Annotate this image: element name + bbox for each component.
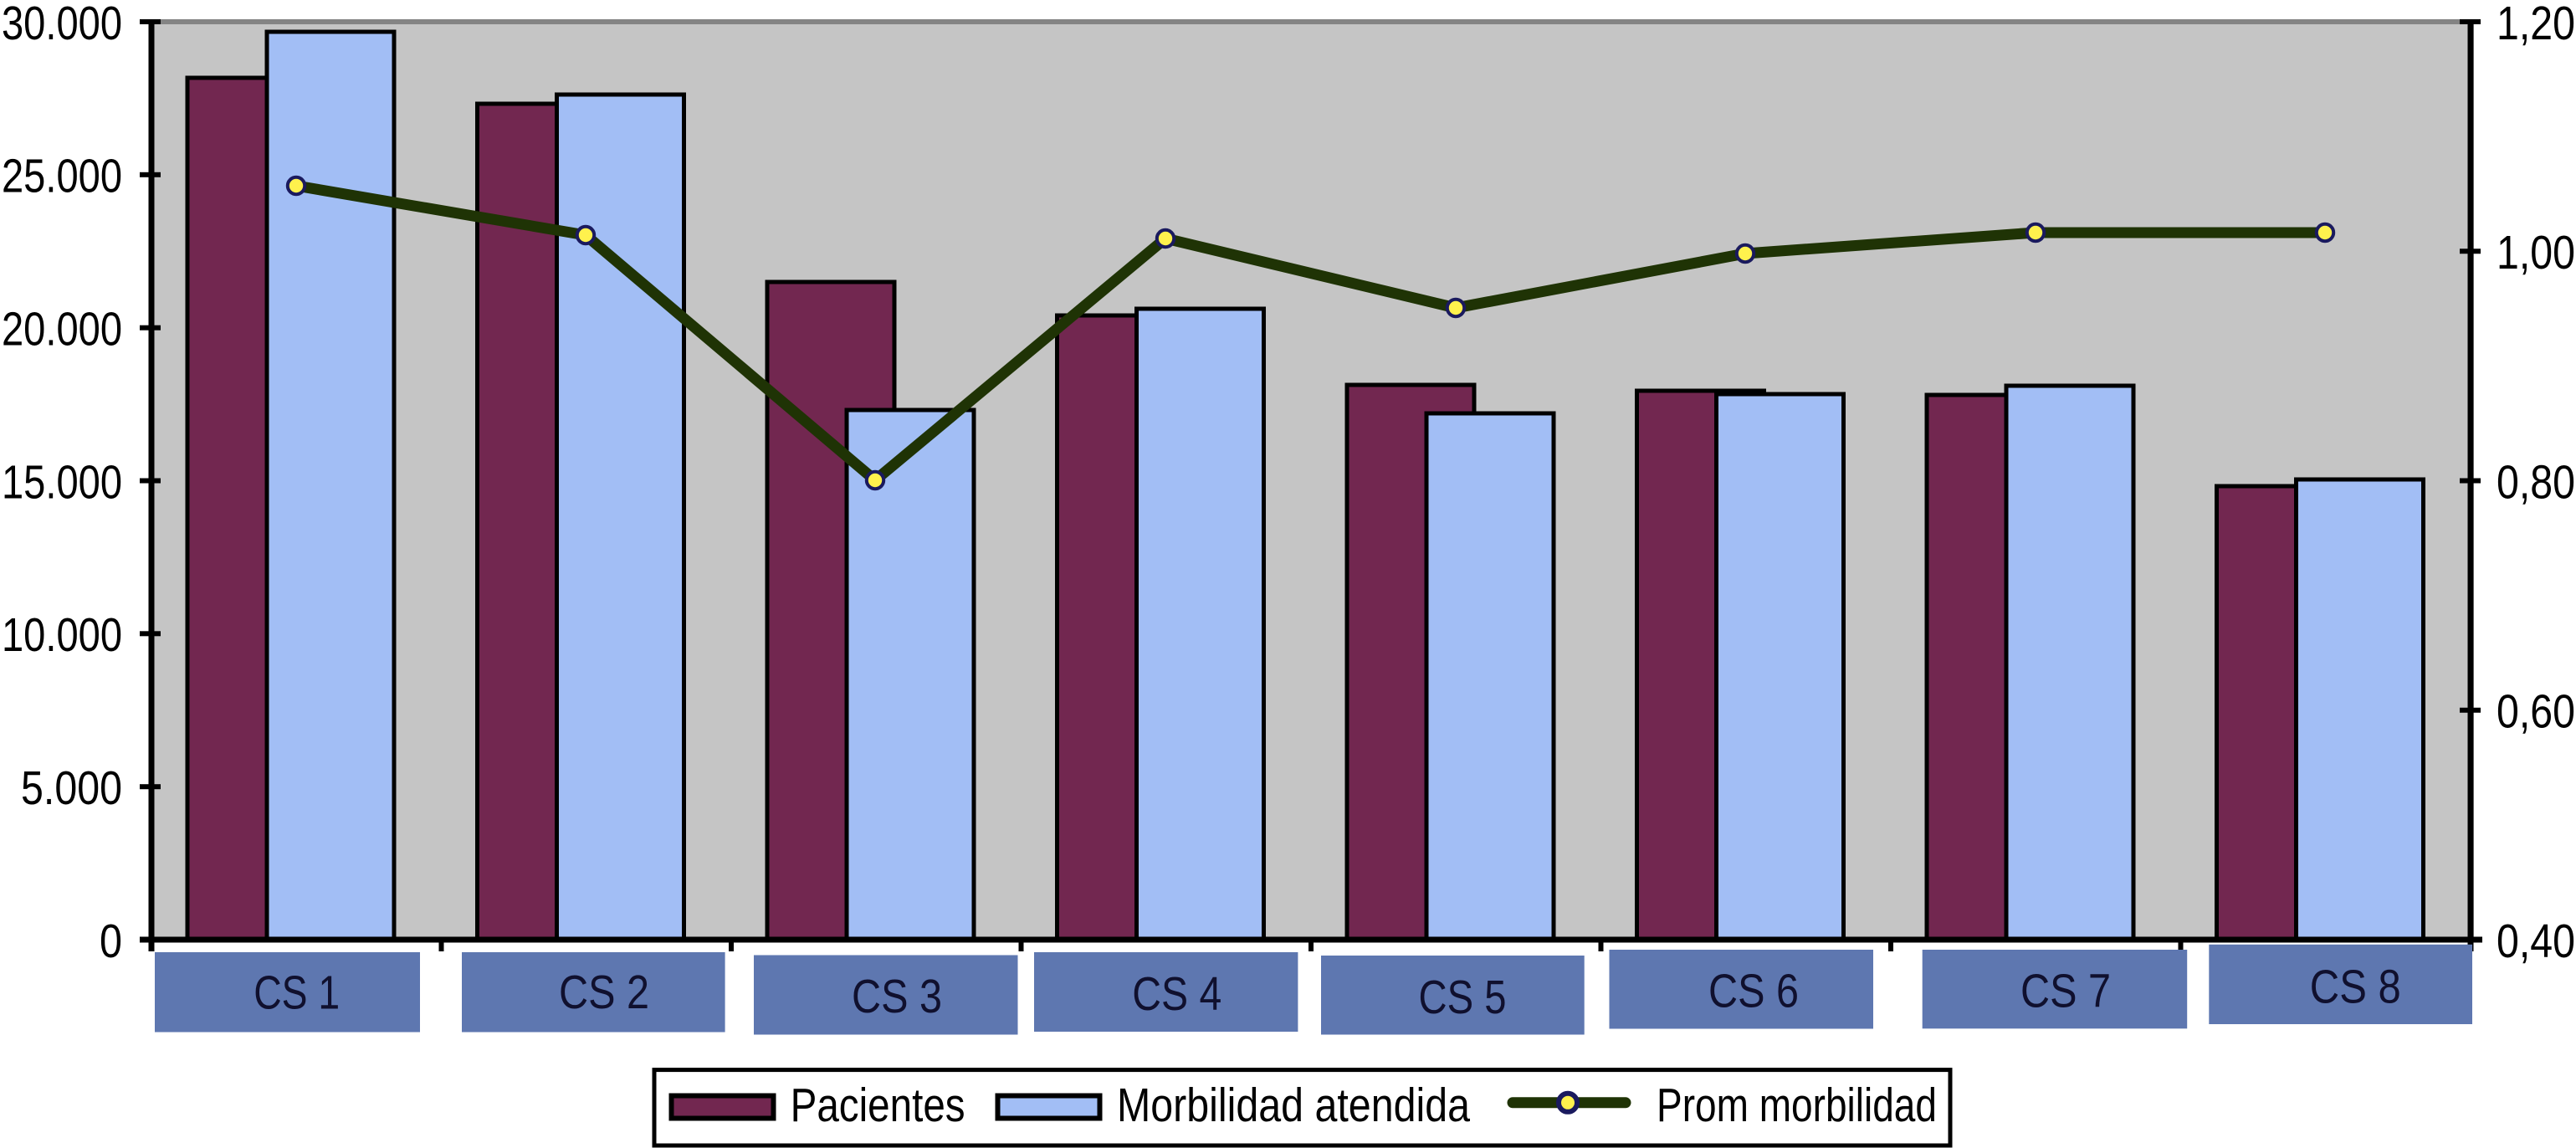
svg-text:Pacientes: Pacientes: [791, 1079, 965, 1132]
svg-text:30.000: 30.000: [2, 0, 122, 50]
svg-text:0,60: 0,60: [2497, 685, 2575, 739]
svg-text:1,20: 1,20: [2497, 0, 2575, 50]
svg-text:0: 0: [100, 915, 122, 968]
svg-text:CS 5: CS 5: [1419, 971, 1507, 1024]
svg-text:CS 4: CS 4: [1132, 967, 1221, 1021]
svg-text:0,80: 0,80: [2497, 455, 2575, 509]
svg-text:CS 1: CS 1: [254, 966, 340, 1020]
svg-text:Prom morbilidad: Prom morbilidad: [1657, 1079, 1937, 1132]
svg-text:CS 6: CS 6: [1708, 964, 1799, 1017]
svg-text:20.000: 20.000: [2, 303, 122, 356]
svg-text:10.000: 10.000: [2, 608, 122, 662]
svg-text:CS 2: CS 2: [559, 966, 649, 1019]
svg-text:5.000: 5.000: [21, 761, 122, 815]
svg-text:Morbilidad atendida: Morbilidad atendida: [1117, 1079, 1470, 1132]
svg-text:1,00: 1,00: [2497, 226, 2575, 279]
svg-text:25.000: 25.000: [2, 150, 122, 203]
svg-text:15.000: 15.000: [2, 455, 122, 509]
svg-text:CS 8: CS 8: [2310, 961, 2401, 1014]
svg-text:CS 3: CS 3: [852, 970, 942, 1023]
svg-text:0,40: 0,40: [2497, 915, 2575, 968]
svg-text:CS 7: CS 7: [2020, 964, 2111, 1017]
